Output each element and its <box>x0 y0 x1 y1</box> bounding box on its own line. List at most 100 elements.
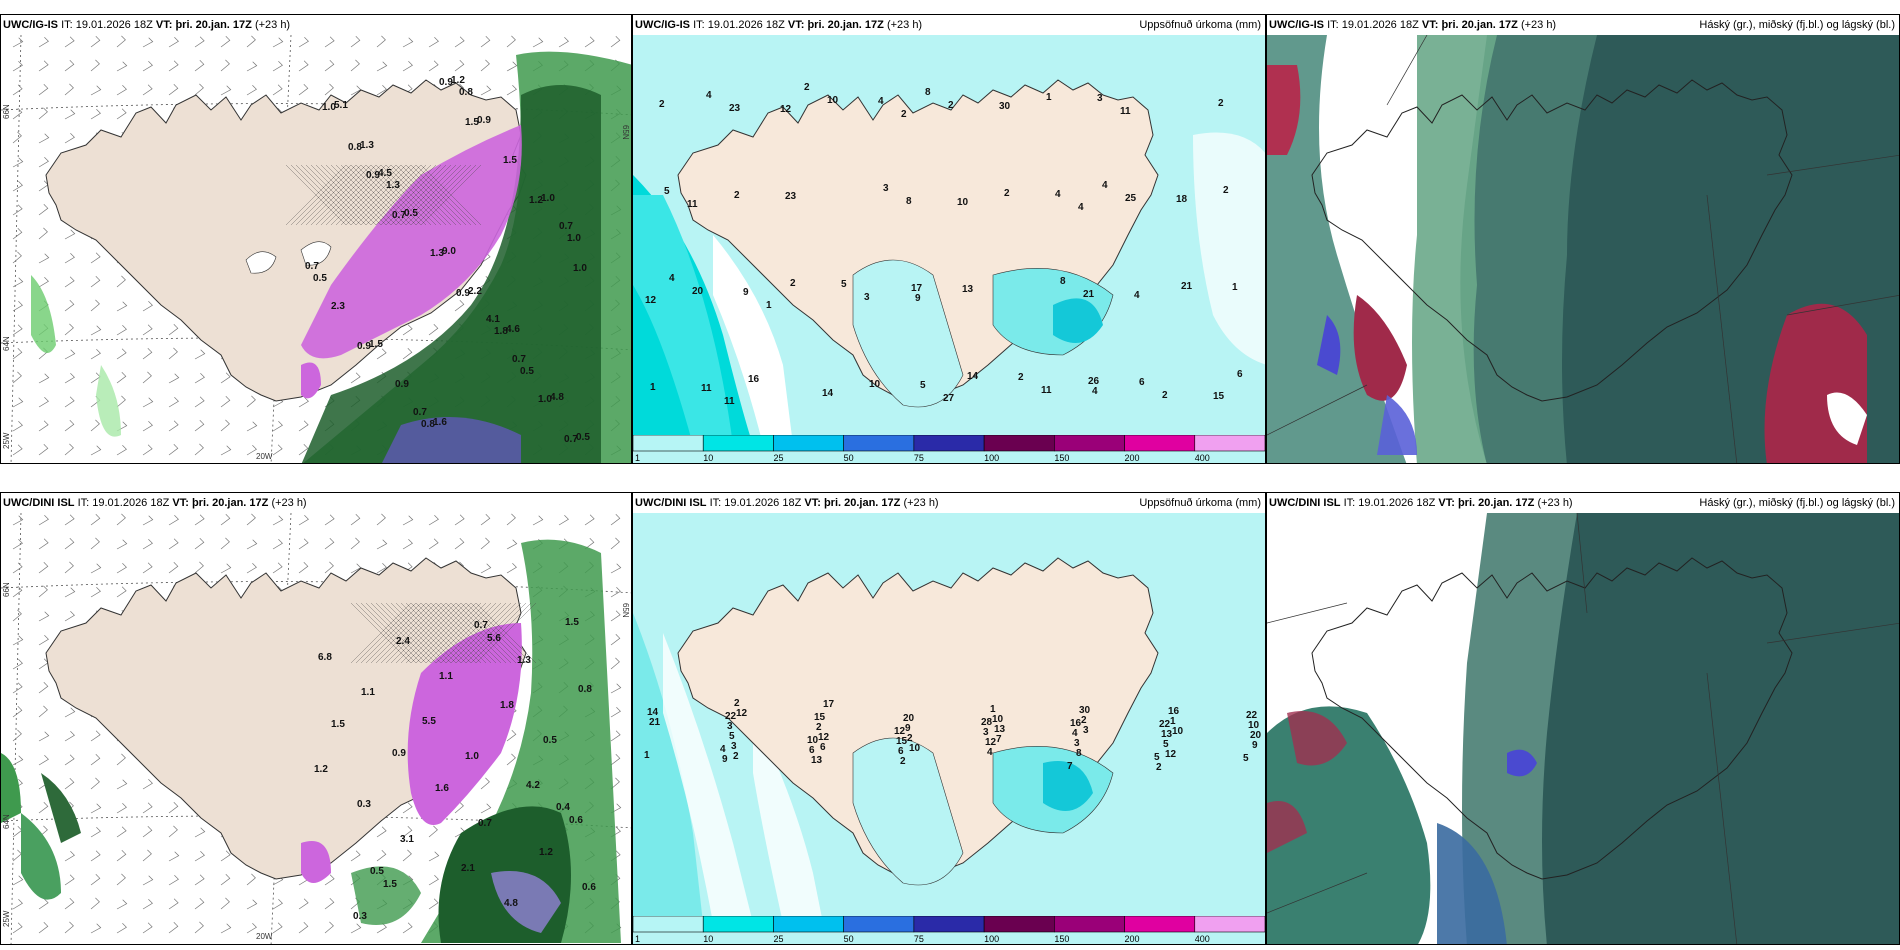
wind-barb <box>12 181 23 192</box>
wind-barb <box>194 898 205 910</box>
panel-dini-clouds: UWC/DINI ISL IT: 19.01.2026 18Z VT: þri.… <box>1266 492 1900 945</box>
wind-barb <box>38 898 49 910</box>
value-label: 1.2 <box>451 75 465 86</box>
colorbar-swatch <box>983 916 1055 933</box>
value-label: 3 <box>1083 725 1089 736</box>
wind-barb <box>194 561 204 574</box>
value-label: 12 <box>1165 749 1177 760</box>
wind-barb <box>64 300 75 312</box>
precip-labels: 0.70.70.90.80.51.01.50.91.20.80.50.91.01… <box>305 75 590 445</box>
wind-barb <box>194 373 205 384</box>
wind-barb <box>350 537 360 550</box>
lat-label: 66N <box>2 104 11 119</box>
value-label: 0.9 <box>366 170 380 181</box>
wind-barb <box>142 922 153 934</box>
value-label: 10 <box>957 197 969 208</box>
hatch-line <box>405 164 467 226</box>
value-label: 0.4 <box>556 802 570 813</box>
value-label: 4 <box>878 96 884 107</box>
wind-barb <box>480 36 491 48</box>
value-label: 12 <box>780 104 792 115</box>
wind-barb <box>90 514 101 526</box>
value-label: 0.7 <box>559 221 573 232</box>
lon-label: 20W <box>256 452 273 461</box>
value-label: 20 <box>903 713 915 724</box>
model-name: UWC/IG-IS <box>635 19 690 31</box>
value-label: 1.3 <box>430 248 444 259</box>
wind-barb <box>610 514 621 526</box>
wind-barb <box>142 826 153 838</box>
wind-barb <box>584 36 595 48</box>
hatch-line <box>420 164 482 226</box>
wind-barb <box>38 37 49 48</box>
wind-barb <box>168 60 179 72</box>
value-label: 10 <box>1172 726 1184 737</box>
wind-barb <box>246 923 257 934</box>
wind-barb <box>168 851 180 862</box>
wind-barb <box>116 826 127 838</box>
value-label: 2 <box>1218 98 1224 109</box>
wind-barb <box>376 850 387 862</box>
wind-barb <box>116 35 126 48</box>
hatch-line <box>440 602 502 664</box>
wind-barb <box>142 348 153 360</box>
wind-barb <box>90 777 100 790</box>
vt-label: VT: <box>1421 19 1439 31</box>
wind-barb <box>12 706 23 718</box>
value-label: 1 <box>1232 282 1238 293</box>
wind-barb <box>220 897 230 910</box>
value-label: 2 <box>790 278 796 289</box>
value-label: 9 <box>915 293 921 304</box>
wind-barb <box>168 37 179 48</box>
wind-barb <box>298 37 309 48</box>
value-label: 2 <box>901 109 907 120</box>
wind-barb <box>610 754 621 766</box>
colorbar-tick: 200 <box>1125 934 1140 944</box>
it-value: 19.01.2026 18Z <box>724 497 802 509</box>
value-label: 1.5 <box>383 879 397 890</box>
value-label: 11 <box>1120 106 1131 117</box>
precip-shading <box>1 539 621 943</box>
wind-barb <box>298 60 309 72</box>
wind-barb <box>116 539 128 550</box>
value-label: 10 <box>909 743 921 754</box>
wind-barb <box>12 682 23 694</box>
wind-barb <box>298 922 309 934</box>
wind-barb <box>12 301 23 312</box>
wind-barb <box>38 373 50 384</box>
wind-barb <box>194 921 204 934</box>
value-label: 0.8 <box>348 142 362 153</box>
wind-barb <box>272 922 283 934</box>
hatch-line <box>395 164 457 226</box>
value-label: 0.7 <box>305 261 319 272</box>
wind-barb <box>12 562 23 574</box>
wind-barb <box>38 611 50 622</box>
value-label: 2 <box>733 751 739 762</box>
map-svg: 0.70.70.90.80.51.01.50.91.20.80.50.91.01… <box>1 35 631 463</box>
colorbar-tick: 200 <box>1125 453 1140 463</box>
wind-barb <box>350 514 361 526</box>
value-label: 14 <box>822 388 834 399</box>
value-label: 13 <box>994 724 1006 735</box>
wind-barb <box>194 443 204 456</box>
wind-barb <box>64 538 75 550</box>
value-label: 1 <box>990 704 996 715</box>
value-label: 0.9 <box>456 288 470 299</box>
colorbar-tick: 50 <box>844 453 854 463</box>
map-clouds-a <box>1267 35 1899 463</box>
wind-barb <box>272 421 283 432</box>
wind-barb <box>324 60 335 72</box>
wind-barb <box>298 898 309 910</box>
value-label: 1.3 <box>386 180 400 191</box>
value-label: 4.8 <box>550 392 564 403</box>
panel-dini-accum-precip: UWC/DINI ISL IT: 19.01.2026 18Z VT: þri.… <box>632 492 1266 945</box>
value-label: 0.5 <box>576 432 590 443</box>
wind-barb <box>454 801 464 814</box>
colorbar-swatch <box>633 916 704 933</box>
wind-barb <box>64 229 76 240</box>
wind-barb <box>454 36 465 48</box>
wind-barb <box>168 538 179 550</box>
value-label: 6.8 <box>318 652 332 663</box>
value-label: 5 <box>841 279 847 290</box>
value-label: 1 <box>1046 92 1052 103</box>
